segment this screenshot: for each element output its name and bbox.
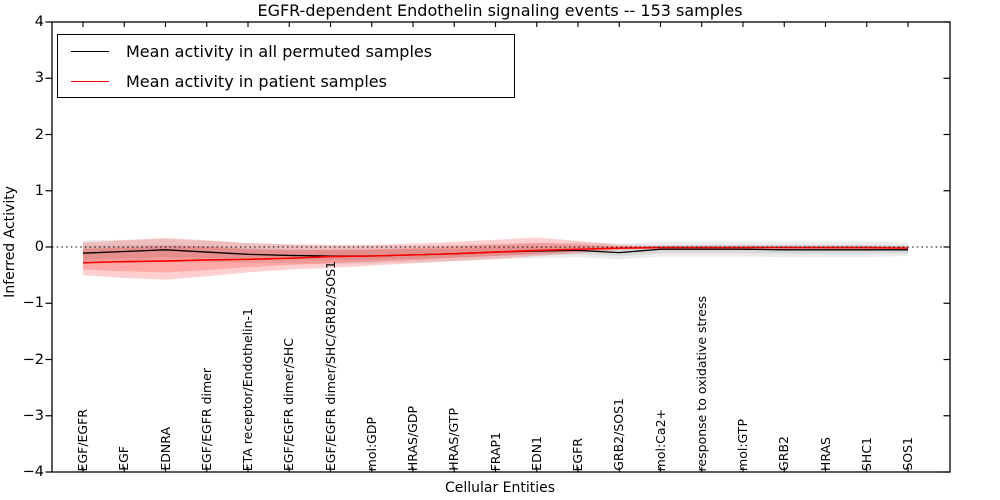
x-tick-label: EGF/EGFR dimer bbox=[198, 368, 214, 471]
x-tick-label: response to oxidative stress bbox=[693, 295, 709, 471]
x-tick-label: EGFR bbox=[570, 437, 585, 471]
legend-line-permuted bbox=[71, 50, 109, 52]
band-patient-inner bbox=[83, 243, 908, 273]
x-tick-label: HRAS/GTP bbox=[446, 408, 462, 471]
x-tick-label: EGF bbox=[116, 446, 132, 471]
x-tick-label: SOS1 bbox=[900, 437, 915, 471]
legend-box: Mean activity in all permuted samples Me… bbox=[57, 34, 515, 98]
x-tick-label: HRAS bbox=[817, 436, 833, 471]
x-axis-label: Cellular Entities bbox=[444, 480, 556, 496]
y-tick-label: 4 bbox=[34, 14, 44, 30]
x-tick-label: FRAP1 bbox=[487, 431, 503, 471]
x-tick-label: HRAS/GDP bbox=[405, 405, 420, 471]
x-tick-label: EDNRA bbox=[157, 427, 173, 471]
y-tick-label: 2 bbox=[34, 126, 44, 143]
legend-label-permuted: Mean activity in all permuted samples bbox=[126, 41, 433, 61]
x-tick-label: mol:GDP bbox=[363, 416, 379, 471]
x-tick-label: EGF/EGFR bbox=[75, 408, 90, 471]
x-tick-label: GRB2 bbox=[776, 436, 792, 471]
x-tick-label: GRB2/SOS1 bbox=[611, 398, 627, 471]
chart-title: EGFR-dependent Endothelin signaling even… bbox=[257, 1, 743, 20]
y-tick-label: −3 bbox=[22, 407, 44, 424]
legend-label-patient: Mean activity in patient samples bbox=[126, 71, 387, 91]
x-tick-label: EGF/EGFR dimer/SHC bbox=[281, 337, 297, 471]
y-tick-label: −4 bbox=[22, 464, 44, 480]
y-tick-label: 1 bbox=[34, 182, 44, 199]
legend-line-patient bbox=[71, 80, 109, 82]
y-tick-label: −2 bbox=[22, 351, 44, 368]
x-tick-label: EDN1 bbox=[528, 436, 544, 471]
mean-line-patient bbox=[82, 246, 909, 264]
y-tick-label: 3 bbox=[34, 70, 44, 87]
x-tick-label: ETA receptor/Endothelin-1 bbox=[240, 307, 255, 471]
x-tick-label: SHC1 bbox=[858, 436, 874, 471]
x-tick-label: mol:Ca2+ bbox=[652, 408, 668, 471]
y-tick-label: −1 bbox=[22, 295, 44, 312]
x-tick-label: mol:GTP bbox=[735, 419, 750, 471]
legend-item-patient: Mean activity in patient samples bbox=[58, 67, 514, 95]
x-tick-label: EGF/EGFR dimer/SHC/GRB2/SOS1 bbox=[322, 260, 338, 471]
y-tick-label: 0 bbox=[34, 239, 44, 255]
legend-item-permuted: Mean activity in all permuted samples bbox=[58, 37, 514, 65]
